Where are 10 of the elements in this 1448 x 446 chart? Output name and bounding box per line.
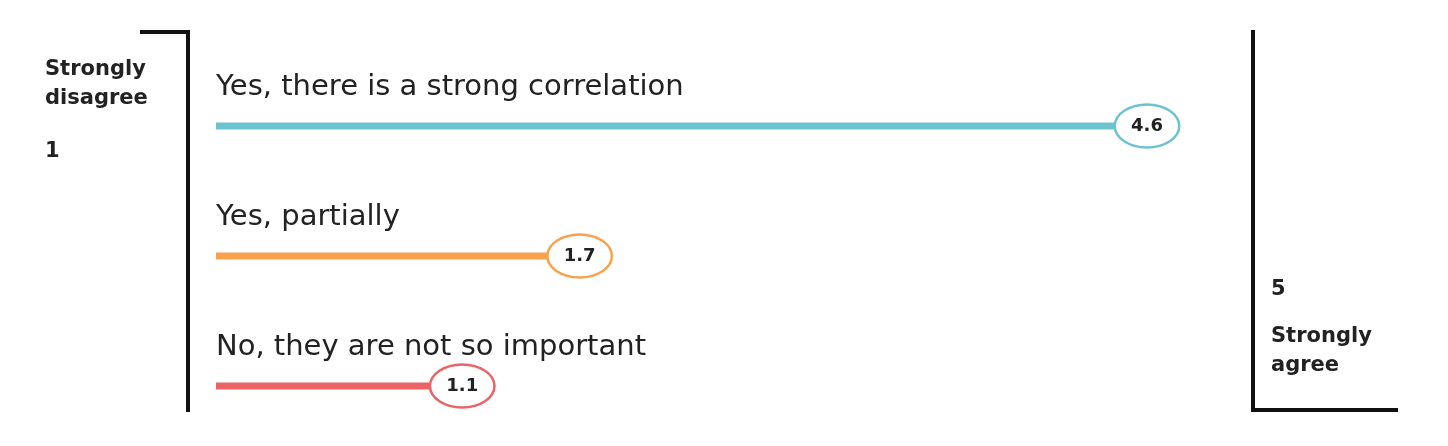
y-tick-label: No, they are not so important: [216, 328, 647, 362]
text: Strongly agree: [1271, 323, 1373, 376]
data-label: 1.7: [563, 244, 596, 265]
data-label: 1.1: [446, 374, 479, 395]
y-tick-label: Yes, partially: [215, 198, 400, 232]
y-tick-label: Yes, there is a strong correlation: [215, 68, 684, 102]
text: Strongly disagree: [45, 56, 148, 109]
data-label: 4.6: [1131, 114, 1163, 135]
text: 5: [1271, 276, 1286, 300]
text: 1: [45, 138, 60, 162]
